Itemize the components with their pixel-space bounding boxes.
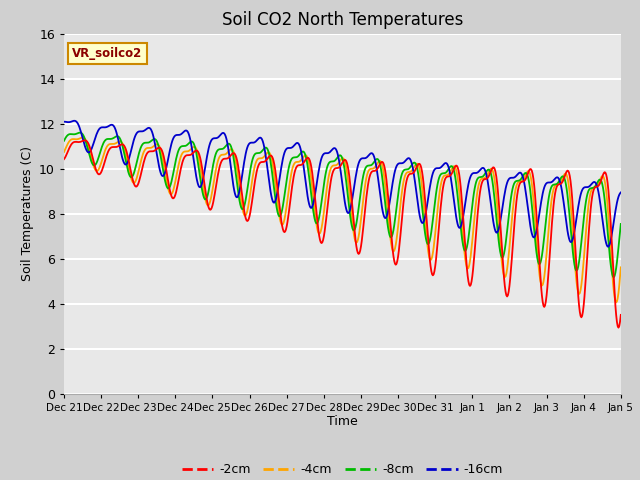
Y-axis label: Soil Temperatures (C): Soil Temperatures (C)	[20, 146, 33, 281]
Title: Soil CO2 North Temperatures: Soil CO2 North Temperatures	[221, 11, 463, 29]
X-axis label: Time: Time	[327, 415, 358, 429]
Text: VR_soilco2: VR_soilco2	[72, 47, 143, 60]
Legend: -2cm, -4cm, -8cm, -16cm: -2cm, -4cm, -8cm, -16cm	[177, 458, 508, 480]
